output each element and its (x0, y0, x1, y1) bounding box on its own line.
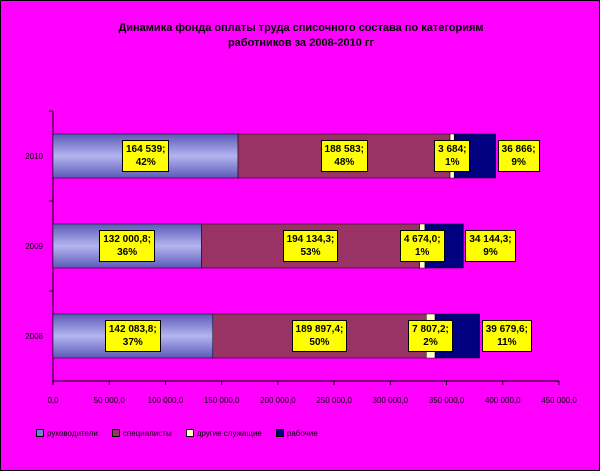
chart-title: Динамика фонда оплаты труда списочного с… (118, 22, 484, 49)
data-label: 34 144,3; 9% (465, 230, 516, 262)
legend-swatch (275, 429, 284, 437)
data-label: 36 866; 9% (497, 140, 540, 172)
x-tick-label: 150 000,0 (204, 396, 240, 405)
x-tick-label: 50 000,0 (94, 396, 126, 405)
chart-legend: руководители специалисты другие служащие ра… (36, 426, 332, 440)
data-label: 39 679,6; 11% (481, 320, 532, 352)
x-tick-label: 0,0 (47, 396, 59, 405)
y-tick-label: 2008 (25, 332, 43, 341)
data-label: 7 807,2; 2% (408, 320, 453, 352)
x-tick-label: 300 000,0 (373, 396, 409, 405)
data-label: 188 583; 48% (320, 140, 369, 172)
y-tick-label: 2009 (25, 242, 43, 251)
data-label: 3 684; 1% (434, 140, 471, 172)
legend-entry: другие служащие (185, 428, 262, 438)
legend-label: руководители (47, 428, 98, 438)
x-tick-label: 100 000,0 (148, 396, 184, 405)
data-label: 132 000,8; 36% (99, 230, 156, 262)
legend-swatch (36, 429, 44, 437)
x-tick-label: 450 000,0 (541, 396, 577, 405)
legend-swatch (185, 429, 194, 437)
legend-label: специалисты (122, 428, 172, 438)
legend-entry: руководители (36, 429, 98, 438)
data-label: 189 897,4; 50% (291, 320, 348, 352)
legend-entry: специалисты (111, 428, 172, 438)
x-tick-label: 250 000,0 (316, 396, 352, 405)
legend-label: другие служащие (196, 428, 262, 438)
x-tick-label: 400 000,0 (485, 396, 521, 405)
data-label: 164 539; 42% (122, 140, 170, 172)
data-label: 4 674,0; 1% (399, 230, 445, 262)
legend-label: рабочие (286, 428, 318, 438)
legend-swatch (111, 429, 120, 437)
y-tick-label: 2010 (25, 152, 43, 161)
legend-entry: рабочие (275, 428, 318, 438)
data-label: 194 134,3; 53% (282, 230, 339, 262)
x-tick-label: 200 000,0 (260, 396, 296, 405)
x-tick-label: 350 000,0 (429, 396, 465, 405)
data-label: 142 083,8; 37% (104, 320, 161, 352)
